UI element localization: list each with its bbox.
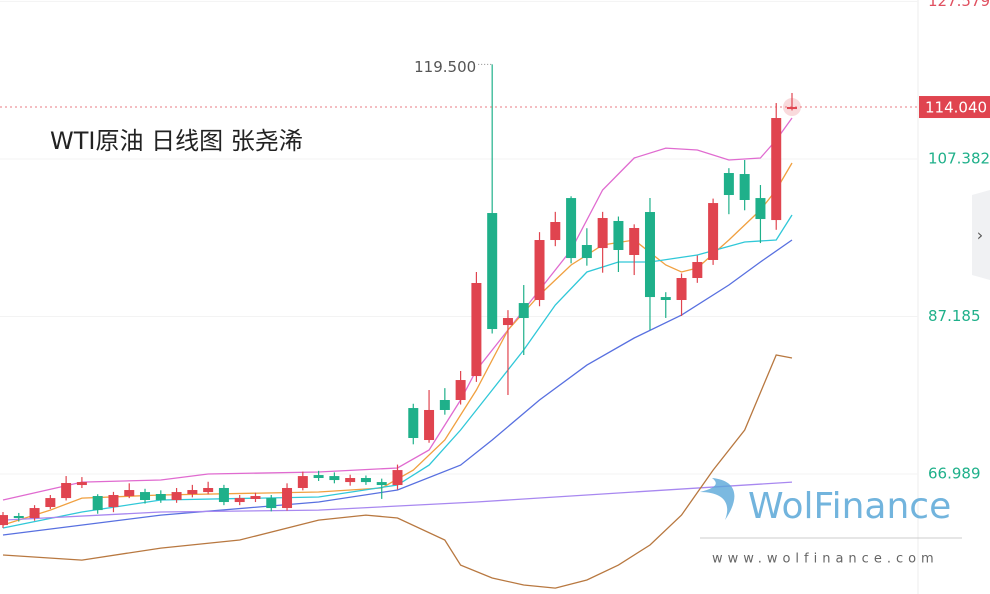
- candle-body: [392, 470, 403, 486]
- candle-body: [723, 173, 734, 196]
- candle-body: [676, 278, 687, 301]
- candle-body: [487, 213, 498, 330]
- candle-body: [203, 487, 214, 493]
- candle-body: [502, 318, 513, 326]
- watermark-url: www.wolfinance.com: [712, 552, 939, 567]
- indicator-line: [2, 117, 793, 501]
- candle-body: [755, 198, 766, 220]
- candle-body: [360, 478, 371, 483]
- watermark-brand: WolFinance: [748, 486, 951, 527]
- candle-body: [439, 400, 450, 410]
- candle-body: [0, 515, 8, 526]
- candle-body: [61, 483, 72, 499]
- indicator-line: [2, 239, 793, 536]
- side-tab[interactable]: [972, 190, 990, 280]
- candle-body: [581, 245, 592, 259]
- current-price-glow: [783, 98, 801, 117]
- candle-body: [140, 492, 151, 501]
- chart-title: WTI原油 日线图 张尧浠: [50, 127, 303, 155]
- candle-body: [644, 212, 655, 298]
- candle-body: [613, 220, 624, 251]
- candle-body: [108, 495, 119, 508]
- current-price-box: [919, 96, 990, 119]
- candle-body: [787, 107, 797, 110]
- candle-body: [345, 478, 356, 483]
- candle-body: [692, 262, 703, 279]
- high-annotation: 119.500: [414, 58, 476, 76]
- candle-body: [566, 198, 577, 259]
- y-tick-label: 127.579: [928, 0, 990, 10]
- candle-body: [124, 490, 135, 497]
- candle-body: [218, 487, 229, 503]
- candle-body: [266, 498, 277, 509]
- watermark-logo: [700, 478, 735, 520]
- candle-body: [518, 303, 529, 319]
- candle-body: [660, 297, 671, 301]
- candle-body: [550, 221, 561, 241]
- candle-body: [282, 487, 293, 509]
- candle-body: [408, 408, 419, 438]
- candle-body: [597, 218, 608, 249]
- candle-body: [297, 476, 308, 488]
- candle-body: [92, 496, 103, 511]
- candle-body: [155, 493, 166, 501]
- candle-body: [424, 409, 435, 441]
- candle-body: [250, 496, 261, 499]
- candle-body: [13, 515, 24, 519]
- indicator-line: [2, 354, 793, 589]
- candle-body: [187, 490, 198, 494]
- candle-body: [455, 380, 466, 401]
- candle-body: [29, 508, 40, 519]
- y-tick-label: 66.989: [928, 465, 981, 483]
- candle-body: [771, 118, 782, 221]
- candle-body: [234, 498, 245, 503]
- candle-body: [329, 476, 340, 481]
- candle-body: [171, 492, 182, 501]
- watermark: WolFinance www.wolfinance.com: [700, 478, 962, 567]
- y-tick-label: 87.185: [928, 307, 981, 325]
- candle-body: [313, 475, 324, 479]
- y-tick-label: 107.382: [928, 149, 990, 167]
- candle-body: [708, 203, 719, 260]
- candle-body: [376, 482, 387, 486]
- indicator-line: [2, 481, 793, 521]
- candle-body: [45, 498, 56, 508]
- candle-body: [534, 240, 545, 301]
- candle-body: [471, 282, 482, 377]
- side-tab-arrow[interactable]: ›: [977, 226, 983, 245]
- current-price-label: 114.040: [925, 99, 987, 117]
- candle-body: [76, 482, 87, 486]
- candle-body: [739, 174, 750, 201]
- candle-body: [629, 228, 640, 255]
